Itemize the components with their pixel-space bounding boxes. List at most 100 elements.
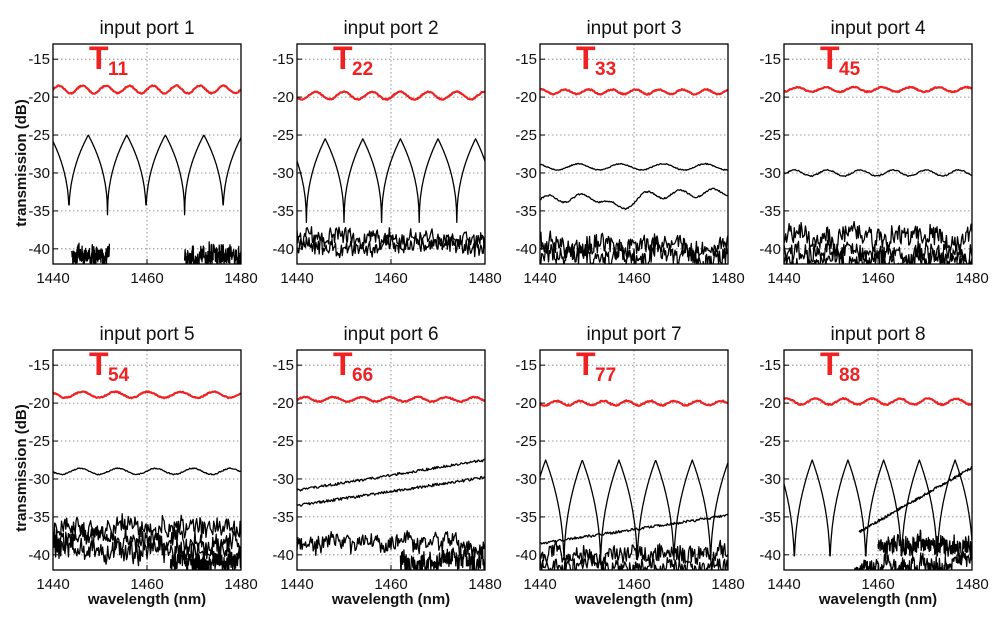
highlighted-transmission-line (297, 395, 485, 404)
panel-7: 1440 1460 1480 -15 -20 -25 -30 -35 -40 input port… (515, 324, 744, 608)
panels-group: 1440 1460 1480 -15 -20 -25 -30 -35 -40 input port… (28, 18, 988, 608)
y-tick-label: -25 (28, 127, 50, 144)
y-tick-label: -15 (515, 357, 537, 374)
transmission-annotation-subscript: 54 (108, 365, 130, 386)
series-group (540, 399, 728, 570)
y-tick-label: -35 (272, 509, 294, 526)
crosstalk-line (297, 458, 485, 492)
x-tick-label: 1480 (224, 576, 257, 593)
panel-2: 1440 1460 1480 -15 -20 -25 -30 -35 -40 input port… (272, 18, 501, 287)
panel-8: 1440 1460 1480 -15 -20 -25 -30 -35 -40 input port… (759, 324, 988, 608)
x-tick-label: 1460 (617, 576, 650, 593)
crosstalk-line (71, 242, 111, 264)
y-tick-label: -20 (28, 395, 50, 412)
panel-title: input port 3 (586, 18, 681, 39)
y-tick-label: -40 (28, 547, 50, 564)
series-group (53, 84, 241, 264)
y-tick-label: -20 (515, 89, 537, 106)
x-tick-label: 1480 (468, 270, 501, 287)
x-tick-label: 1480 (711, 270, 744, 287)
y-tick-label: -20 (28, 89, 50, 106)
panel-title: input port 5 (99, 324, 194, 345)
crosstalk-line (53, 467, 241, 476)
y-tick-label: -35 (515, 509, 537, 526)
panel-3: 1440 1460 1480 -15 -20 -25 -30 -35 -40 input port… (515, 18, 744, 287)
crosstalk-line (297, 475, 485, 507)
x-axis-label: wavelength (nm) (818, 591, 937, 608)
x-tick-label: 1440 (767, 270, 800, 287)
panel-title: input port 8 (830, 324, 925, 345)
crosstalk-line (297, 530, 485, 559)
transmission-annotation-subscript: 88 (839, 365, 860, 386)
transmission-annotation: T (89, 346, 109, 382)
crosstalk-line (784, 220, 972, 253)
y-tick-label: -25 (28, 433, 50, 450)
panel-title: input port 7 (586, 324, 681, 345)
series-group (297, 395, 485, 570)
y-tick-label: -40 (272, 547, 294, 564)
crosstalk-line (53, 536, 241, 567)
y-tick-label: -30 (272, 471, 294, 488)
y-tick-label: -30 (515, 471, 537, 488)
x-tick-label: 1440 (523, 270, 556, 287)
x-tick-label: 1440 (523, 576, 556, 593)
x-tick-label: 1460 (861, 576, 894, 593)
panel-title: input port 2 (343, 18, 438, 39)
highlighted-transmission-line (540, 87, 728, 96)
transmission-annotation-subscript: 33 (595, 59, 616, 80)
transmission-annotation: T (576, 346, 596, 382)
y-axis-label-bottom: transmission (dB) (13, 404, 30, 532)
crosstalk-line (399, 545, 485, 570)
x-tick-label: 1480 (224, 270, 257, 287)
crosstalk-line (854, 550, 972, 570)
y-tick-label: -35 (28, 203, 50, 220)
y-tick-label: -25 (759, 433, 781, 450)
y-tick-label: -20 (272, 395, 294, 412)
y-tick-label: -15 (515, 51, 537, 68)
highlighted-transmission-line (53, 390, 241, 400)
crosstalk-line (540, 459, 728, 561)
transmission-annotation: T (89, 40, 109, 76)
crosstalk-line (540, 187, 728, 211)
y-tick-label: -20 (759, 395, 781, 412)
transmission-annotation-subscript: 66 (352, 365, 373, 386)
y-tick-label: -15 (272, 51, 294, 68)
crosstalk-line (877, 529, 972, 559)
transmission-annotation-subscript: 11 (108, 59, 129, 80)
panel-title: input port 4 (830, 18, 925, 39)
crosstalk-line (183, 241, 241, 264)
y-tick-label: -30 (515, 165, 537, 182)
y-tick-label: -15 (28, 51, 50, 68)
x-axis-label: wavelength (nm) (574, 591, 693, 608)
transmission-annotation: T (333, 40, 353, 76)
crosstalk-line (540, 513, 728, 545)
y-tick-label: -30 (759, 471, 781, 488)
y-tick-label: -15 (759, 357, 781, 374)
x-axis-label: wavelength (nm) (87, 591, 206, 608)
x-tick-label: 1460 (374, 576, 407, 593)
panel-6: 1440 1460 1480 -15 -20 -25 -30 -35 -40 input port… (272, 324, 501, 608)
y-tick-label: -20 (515, 395, 537, 412)
y-tick-label: -20 (759, 89, 781, 106)
crosstalk-line (784, 459, 972, 557)
x-tick-label: 1440 (280, 576, 313, 593)
y-tick-label: -30 (759, 165, 781, 182)
transmission-annotation-subscript: 77 (595, 365, 616, 386)
x-axis-label: wavelength (nm) (331, 591, 450, 608)
x-tick-label: 1480 (955, 270, 988, 287)
panel-5: 1440 1460 1480 -15 -20 -25 -30 -35 -40 input port… (28, 324, 257, 608)
crosstalk-line (540, 162, 728, 171)
x-tick-label: 1480 (955, 576, 988, 593)
highlighted-transmission-line (540, 399, 728, 407)
transmission-annotation-subscript: 45 (839, 59, 861, 80)
y-tick-label: -35 (759, 203, 781, 220)
x-tick-label: 1460 (861, 270, 894, 287)
transmission-annotation: T (820, 346, 840, 382)
x-tick-label: 1480 (468, 576, 501, 593)
highlighted-transmission-line (784, 396, 972, 407)
y-tick-label: -30 (272, 165, 294, 182)
x-tick-label: 1460 (130, 270, 163, 287)
y-tick-label: -30 (28, 471, 50, 488)
crosstalk-line (53, 134, 241, 216)
crosstalk-line (297, 232, 485, 259)
